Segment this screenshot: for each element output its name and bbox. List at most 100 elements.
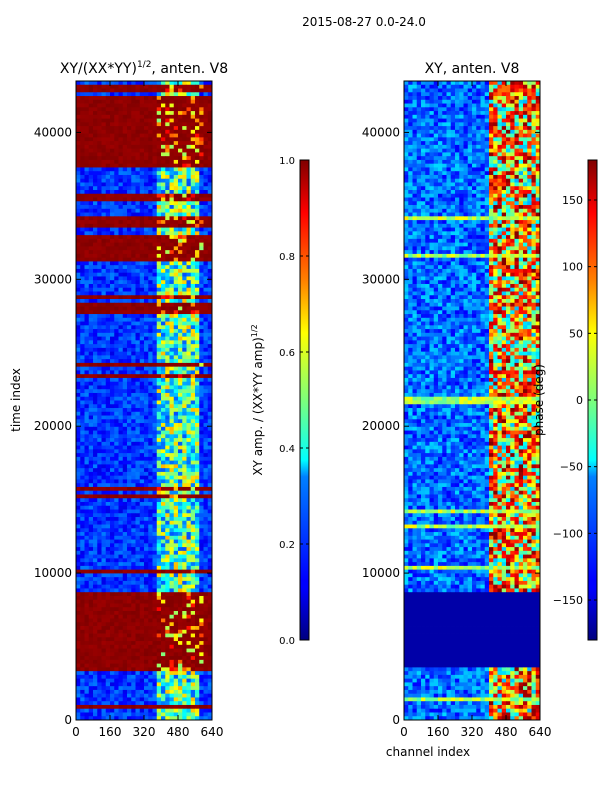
left-heatmap-cell [127,261,132,266]
left-heatmap-cell [80,663,85,668]
left-heatmap-cell [135,167,141,172]
left-heatmap-cell [101,520,107,525]
left-heatmap-cell [169,562,175,567]
left-heatmap-cell [114,460,119,465]
left-heatmap-cell [148,167,153,172]
left-heatmap-cell [148,456,153,462]
left-heatmap-cell [144,329,149,334]
left-heatmap-cell [182,268,187,274]
left-heatmap-cell [93,626,98,631]
left-heatmap-cell [114,520,119,525]
left-heatmap-cell [178,148,183,153]
left-heatmap-cell [118,190,124,195]
left-heatmap-cell [207,535,212,540]
left-heatmap-cell [84,287,90,292]
left-heatmap-cell [76,456,81,462]
left-heatmap-cell [101,111,107,116]
left-heatmap-cell [195,453,200,458]
left-heatmap-cell [93,505,98,510]
left-heatmap-cell [114,163,119,168]
left-heatmap-cell [182,471,187,477]
left-heatmap-cell [207,291,212,296]
left-heatmap-cell [110,359,115,364]
left-heatmap-cell [135,547,141,552]
left-heatmap-cell [161,92,166,97]
left-heatmap-cell [76,291,81,296]
left-heatmap-cell [195,291,200,296]
left-heatmap-cell [97,122,102,127]
left-heatmap-cell [135,272,141,277]
left-heatmap-cell [190,81,196,86]
left-heatmap-cell [110,528,115,533]
left-heatmap-cell [110,111,115,116]
left-heatmap-cell [139,329,145,334]
left-heatmap-cell [93,257,98,262]
left-heatmap-cell [203,377,209,383]
left-heatmap-cell [190,103,196,108]
left-heatmap-cell [139,494,145,499]
left-heatmap-cell [203,453,209,458]
left-heatmap-cell [114,610,119,616]
left-heatmap-cell [165,377,170,383]
left-heatmap-cell [156,411,162,416]
left-heatmap-cell [165,637,170,642]
left-heatmap-cell [165,107,170,112]
left-heatmap-cell [114,238,119,244]
left-heatmap-cell [118,389,124,394]
left-heatmap-cell [105,103,111,108]
left-heatmap-cell [195,539,200,544]
left-heatmap-cell [173,291,179,296]
left-heatmap-cell [186,148,192,153]
left-heatmap-cell [135,475,141,480]
left-heatmap-cell [156,584,162,589]
left-heatmap-cell [207,246,212,251]
left-heatmap-cell [84,626,90,631]
left-heatmap-cell [139,238,145,244]
left-heatmap-cell [127,610,132,616]
left-heatmap-cell [80,554,85,559]
left-heatmap-cell [110,114,115,119]
left-heatmap-cell [131,528,136,533]
left-heatmap-cell [156,137,162,142]
left-heatmap-cell [203,325,209,330]
left-heatmap-cell [195,246,200,251]
left-heatmap-cell [182,648,187,653]
left-heatmap-cell [97,283,102,289]
left-heatmap-cell [199,253,204,259]
left-heatmap-cell [118,235,124,240]
left-heatmap-cell [144,490,149,495]
left-heatmap-cell [76,535,81,540]
left-heatmap-cell [93,438,98,443]
left-heatmap-cell [84,400,90,405]
left-heatmap-cell [110,118,115,123]
left-heatmap-cell [84,347,90,353]
left-heatmap-cell [114,637,119,642]
left-heatmap-cell [186,129,192,135]
left-heatmap-cell [165,543,170,548]
left-heatmap-cell [173,186,179,191]
left-heatmap-cell [118,137,124,142]
left-heatmap-cell [161,96,166,101]
left-heatmap-cell [203,370,209,375]
left-heatmap-cell [199,400,204,405]
left-heatmap-cell [203,464,209,469]
left-heatmap-cell [88,592,94,597]
left-heatmap-cell [156,84,162,89]
left-heatmap-cell [110,584,115,589]
left-heatmap-cell [76,122,81,127]
left-heatmap-cell [207,577,212,582]
left-heatmap-cell [84,374,90,379]
left-heatmap-cell [80,272,85,277]
left-heatmap-cell [165,291,170,296]
left-heatmap-cell [105,641,111,646]
left-heatmap-cell [173,468,179,473]
left-heatmap-cell [173,614,179,619]
left-heatmap-cell [156,141,162,146]
left-heatmap-cell [186,449,192,454]
left-heatmap-cell [182,441,187,447]
left-heatmap-cell [169,483,175,488]
left-heatmap-cell [84,216,90,221]
left-heatmap-cell [127,133,132,138]
left-heatmap-cell [101,408,107,413]
left-heatmap-cell [152,276,158,281]
